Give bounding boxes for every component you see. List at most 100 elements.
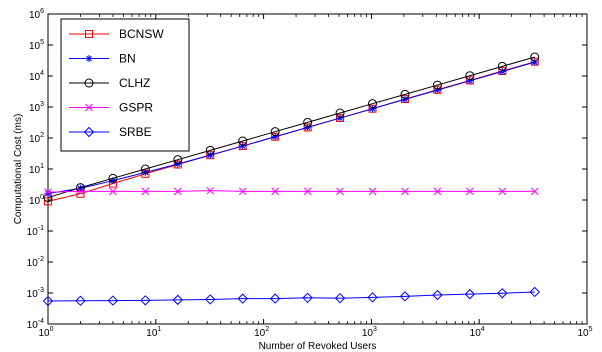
y-tick-label: 10-3: [27, 287, 44, 300]
y-tick-label: 10-2: [27, 256, 44, 269]
legend-marker: [85, 30, 93, 38]
data-point-srbe: [497, 288, 508, 299]
data-point-bn: [531, 58, 539, 66]
x-tick-label: 101: [146, 326, 161, 339]
data-point-bn: [141, 168, 149, 176]
legend-box: [60, 18, 190, 152]
data-point-gspr: [141, 187, 150, 196]
data-point-clhz: [205, 145, 215, 155]
series-layer: [42, 52, 540, 307]
data-point-gspr: [336, 187, 344, 196]
data-point-gspr: [271, 187, 280, 196]
legend-marker: [85, 103, 93, 112]
data-point-srbe: [464, 288, 476, 300]
legend-item-srbe: SRBE: [69, 125, 152, 139]
legend-label: CLHZ: [119, 76, 150, 90]
legend-item-bn: BN: [69, 52, 136, 66]
series-bn: [44, 58, 539, 198]
legend-marker: [84, 78, 94, 88]
data-point-bn: [109, 177, 117, 185]
series-line-gspr: [47, 190, 535, 193]
y-axis-label: Computational Cost (ms): [13, 114, 24, 225]
data-point-gspr: [44, 188, 52, 196]
data-point-gspr: [433, 187, 442, 196]
y-tick-label: 103: [29, 101, 44, 114]
data-point-srbe: [140, 295, 151, 306]
data-point-bcnsw: [44, 197, 52, 206]
data-point-clhz: [140, 164, 150, 174]
data-point-bn: [466, 77, 474, 85]
series-gspr: [44, 186, 539, 196]
legend-item-gspr: GSPR: [69, 101, 153, 115]
x-tick-label: 104: [470, 326, 485, 339]
x-tick-label: 102: [254, 326, 269, 339]
data-point-srbe: [42, 295, 54, 307]
data-point-clhz: [497, 61, 507, 71]
y-tick-label: 106: [29, 8, 44, 21]
data-point-clhz: [43, 193, 53, 203]
data-point-gspr: [498, 187, 507, 196]
data-point-bn: [304, 123, 312, 131]
data-point-gspr: [238, 187, 247, 196]
data-point-gspr: [76, 187, 85, 196]
data-point-clhz: [530, 52, 540, 62]
series-srbe: [42, 286, 540, 307]
data-point-bn: [369, 105, 377, 113]
legend-label: GSPR: [119, 101, 153, 115]
series-line-srbe: [47, 291, 535, 302]
data-point-bn: [336, 114, 344, 122]
data-point-clhz: [303, 117, 313, 127]
data-point-clhz: [108, 173, 118, 183]
legend-label: SRBE: [119, 125, 152, 139]
y-tick-label: 10-4: [27, 318, 44, 331]
data-point-srbe: [205, 294, 216, 305]
data-point-srbe: [334, 292, 346, 304]
x-axis-ticks: 100 101 102 103 104 105: [38, 14, 593, 339]
data-point-gspr: [401, 187, 409, 196]
data-point-bn: [433, 86, 441, 94]
x-tick-label: 103: [362, 326, 377, 339]
y-tick-label: 102: [29, 132, 44, 145]
data-point-gspr: [206, 186, 215, 195]
legend: BCNSW BN CLHZ GSPR SRBE: [60, 18, 190, 152]
data-point-clhz: [465, 71, 475, 81]
data-point-bn: [239, 142, 247, 150]
data-point-srbe: [269, 293, 281, 304]
y-tick-label: 105: [29, 39, 44, 52]
data-point-gspr: [530, 187, 539, 196]
data-point-bn: [271, 133, 279, 141]
legend-label: BCNSW: [119, 27, 164, 41]
legend-label: BN: [119, 52, 136, 66]
data-point-clhz: [238, 136, 248, 146]
series-line-clhz: [47, 56, 535, 199]
data-point-srbe: [529, 286, 540, 298]
data-point-gspr: [303, 187, 312, 196]
legend-marker: [83, 126, 95, 138]
data-point-clhz: [368, 99, 378, 109]
data-point-gspr: [466, 187, 474, 196]
y-tick-label: 104: [29, 70, 44, 83]
y-tick-label: 101: [29, 163, 44, 176]
data-point-srbe: [399, 291, 411, 302]
data-point-bn: [498, 67, 506, 75]
legend-marker: [85, 55, 93, 62]
x-tick-label: 100: [38, 326, 53, 339]
data-point-srbe: [75, 295, 86, 307]
data-point-clhz: [400, 89, 410, 99]
data-point-bn: [401, 95, 409, 103]
legend-item-clhz: CLHZ: [69, 76, 150, 90]
data-point-clhz: [335, 108, 345, 118]
data-point-gspr: [109, 187, 117, 196]
data-point-srbe: [432, 289, 443, 301]
data-point-clhz: [432, 80, 442, 90]
data-point-srbe: [237, 293, 248, 304]
data-point-clhz: [173, 155, 183, 165]
x-axis-label: Number of Revoked Users: [259, 341, 377, 352]
legend-item-bcnsw: BCNSW: [69, 27, 164, 41]
data-point-srbe: [107, 295, 119, 306]
data-point-gspr: [368, 187, 377, 196]
data-point-gspr: [173, 187, 182, 196]
data-point-srbe: [302, 292, 313, 304]
data-point-bn: [206, 151, 214, 159]
